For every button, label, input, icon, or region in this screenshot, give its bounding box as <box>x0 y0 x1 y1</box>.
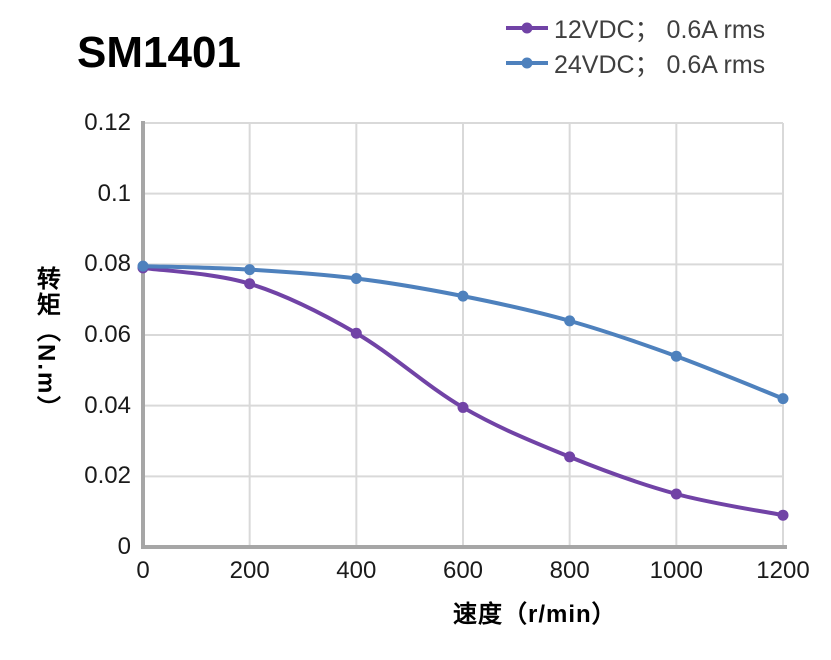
data-point-marker <box>564 451 576 463</box>
legend-item-12vdc: 12VDC； 0.6A rms <box>505 10 765 45</box>
data-point-marker <box>137 260 149 272</box>
data-point-marker <box>350 272 362 284</box>
x-tick-label: 400 <box>336 557 377 584</box>
legend-item-24vdc: 24VDC； 0.6A rms <box>505 45 765 80</box>
y-tick-label: 0.04 <box>84 391 131 419</box>
x-tick-label: 600 <box>442 557 484 584</box>
data-point-marker <box>244 278 256 290</box>
data-point-marker <box>457 290 469 302</box>
data-point-marker <box>244 264 256 276</box>
y-axis-title: 转矩（N.m） <box>32 266 60 422</box>
y-tick-label: 0.1 <box>97 179 131 207</box>
data-point-marker <box>457 401 469 413</box>
legend-line-marker-icon <box>506 22 548 33</box>
y-tick-label: 0 <box>117 533 131 560</box>
data-point-marker <box>777 393 789 405</box>
y-tick-label: 0.06 <box>84 321 131 348</box>
y-tick-label: 0.08 <box>84 250 131 278</box>
chart-title: SM1401 <box>77 28 241 77</box>
y-tick-label: 0.12 <box>84 109 131 136</box>
data-point-marker <box>670 488 682 500</box>
x-tick-label: 0 <box>136 557 150 584</box>
x-tick-label: 800 <box>549 557 590 584</box>
legend-line-marker-icon <box>506 57 548 68</box>
x-tick-label: 1200 <box>756 557 810 584</box>
legend-label-24vdc: 24VDC； 0.6A rms <box>554 50 766 79</box>
data-point-marker <box>350 327 362 339</box>
x-tick-label: 1000 <box>649 557 704 584</box>
legend: 12VDC； 0.6A rms 24VDC； 0.6A rms <box>505 10 765 80</box>
x-axis-title: 速度（r/min） <box>453 601 617 628</box>
legend-label-12vdc: 12VDC； 0.6A rms <box>554 15 766 44</box>
x-tick-label: 200 <box>229 557 270 584</box>
y-tick-label: 0.02 <box>84 462 131 490</box>
data-point-marker <box>777 509 789 521</box>
data-point-marker <box>670 350 682 362</box>
data-point-marker <box>564 315 576 327</box>
